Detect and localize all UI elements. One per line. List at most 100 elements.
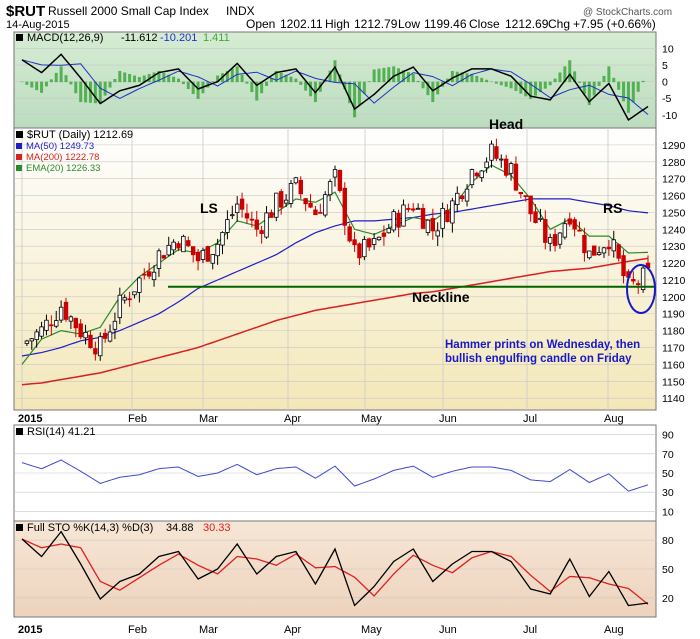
macd-hist-bar (612, 77, 616, 83)
candle-body (127, 298, 132, 301)
macd-hist-bar (152, 72, 156, 83)
macd-hist-bar (309, 81, 313, 97)
macd-hist-bar (328, 70, 332, 83)
macd-tick-label: 0 (662, 77, 668, 89)
macd-hist-bar (142, 75, 146, 83)
price-candles (24, 138, 651, 361)
macd-hist-bar (450, 70, 454, 83)
candle-body (435, 230, 440, 237)
candle-body (88, 334, 93, 349)
price-tick-label: 1250 (662, 207, 686, 219)
macd-hist-bar (382, 67, 386, 83)
candle-body (332, 169, 338, 178)
macd-hist-bar (255, 81, 259, 101)
macd-hist-bar (260, 81, 264, 94)
price-tick-label: 1280 (662, 157, 686, 169)
candle-body (582, 234, 587, 254)
rsi-tick-label: 30 (662, 487, 674, 499)
candle-body (367, 238, 372, 248)
candle-body (181, 235, 186, 253)
chg-label: Chg (548, 17, 570, 31)
candle-body (269, 212, 274, 218)
candle-body (484, 161, 489, 169)
sto-month-label: 2015 (18, 624, 42, 636)
macd-hist-bar (299, 81, 303, 85)
candle-body (166, 244, 171, 256)
candle-body (156, 250, 162, 269)
candle-body (186, 240, 191, 247)
candle-body (49, 324, 54, 327)
annotation-neckline: Neckline (412, 289, 470, 305)
macd-hist-bar (558, 72, 562, 83)
price-tick-label: 1150 (662, 376, 685, 388)
macd-signal-value: -10.201 (160, 32, 197, 44)
macd-hist-bar (431, 81, 435, 103)
price-tick-label: 1220 (662, 258, 686, 270)
candle-body (494, 146, 499, 159)
symbol: $RUT (6, 3, 45, 20)
candle-body (352, 239, 357, 246)
macd-hist-bar (372, 69, 376, 83)
candle-body (234, 203, 240, 214)
sto-k-value: 34.88 (166, 522, 194, 534)
candle-body (298, 179, 303, 195)
macd-hist-bar (123, 72, 127, 83)
macd-label: MACD(12,26,9) (27, 32, 103, 44)
candle-body (274, 192, 279, 218)
candle-body (587, 250, 592, 259)
macd-hist-bar (64, 75, 68, 83)
candle-body (318, 211, 323, 214)
candle-body (112, 320, 118, 330)
candle-body (83, 332, 88, 339)
candle-body (621, 255, 626, 277)
candle-body (259, 230, 264, 234)
macd-hist-bar (172, 76, 176, 83)
candle-body (371, 238, 377, 245)
sto-legend-swatch (16, 524, 23, 531)
macd-hist-bar (485, 79, 489, 83)
macd-hist-bar (186, 81, 190, 90)
candle-body (293, 177, 299, 184)
price-month-label: Feb (128, 413, 147, 425)
sto-month-label: Aug (604, 624, 624, 636)
macd-panel: 10 5 0 -5 -10 MACD(12,26,9) -11.612 -10.201 … (13, 31, 677, 129)
candle-body (592, 245, 597, 256)
macd-hist-bar (88, 81, 92, 103)
candle-body (386, 227, 391, 234)
macd-hist-bar (118, 70, 122, 83)
candle-body (396, 212, 401, 228)
candle-body (499, 158, 504, 161)
macd-hist-bar (597, 81, 601, 86)
macd-hist-bar (573, 71, 577, 83)
macd-hist-bar (40, 81, 44, 93)
candle-body (327, 181, 333, 196)
macd-hist-bar (74, 81, 78, 94)
sto-tick-label: 50 (662, 564, 674, 576)
price-tick-label: 1160 (662, 359, 685, 371)
candle-body (93, 348, 98, 355)
candle-body (230, 214, 235, 217)
candle-body (640, 267, 646, 291)
candle-body (68, 316, 74, 322)
candle-body (552, 234, 558, 246)
sto-tick-label: 80 (662, 535, 674, 547)
candle-body (450, 200, 455, 224)
sto-month-label: Feb (128, 624, 147, 636)
candle-body (137, 277, 142, 293)
price-tick-label: 1170 (662, 343, 685, 355)
macd-hist-bar (592, 81, 596, 96)
candle-body (601, 247, 607, 254)
macd-hist-bar (401, 70, 405, 83)
macd-hist-bar (269, 78, 273, 83)
sto-grid (14, 539, 656, 599)
ma50-legend-swatch (16, 143, 22, 149)
rsi-grid (14, 434, 656, 512)
candle-body (283, 199, 289, 204)
price-tick-label: 1180 (662, 326, 685, 338)
macd-hist-bar (421, 81, 425, 89)
macd-hist-bar (49, 79, 53, 83)
macd-hist-bar (357, 81, 361, 106)
macd-hist-bar (294, 78, 298, 83)
macd-hist-bar (377, 68, 381, 83)
macd-hist-bar (93, 81, 97, 104)
